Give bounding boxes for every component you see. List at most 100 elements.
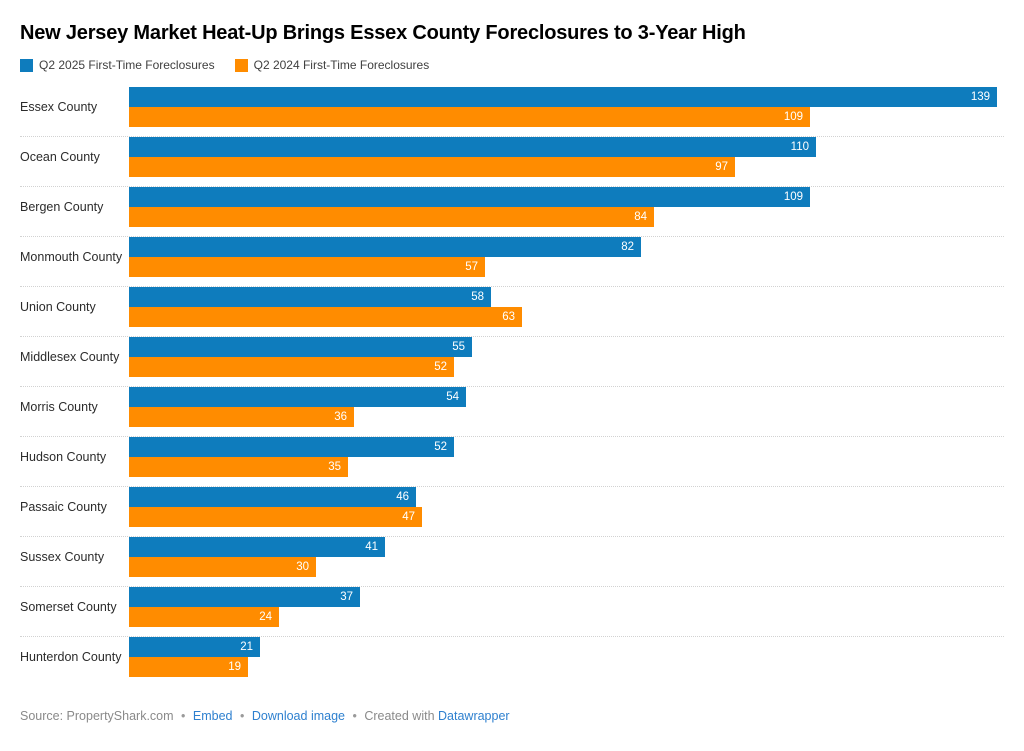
category-label: Union County — [20, 300, 96, 314]
legend-swatch-2024-icon — [234, 58, 248, 72]
bar-chart: Essex County 139 109 Ocean County 110 97 Berge… — [20, 87, 1004, 687]
bar-q2-2024: 63 — [129, 307, 522, 327]
bar-q2-2024: 47 — [129, 507, 422, 527]
bar-q2-2025: 58 — [129, 287, 491, 307]
chart-row: Essex County 139 109 — [20, 87, 1004, 137]
bar-value-label: 54 — [446, 391, 459, 403]
category-label: Ocean County — [20, 150, 100, 164]
chart-row: Middlesex County 55 52 — [20, 337, 1004, 387]
bar-pair: 82 57 — [129, 237, 1004, 277]
chart-row: Monmouth County 82 57 — [20, 237, 1004, 287]
category-label: Bergen County — [20, 200, 104, 214]
footer: Source: PropertyShark.com • Embed • Down… — [20, 709, 510, 723]
bar-q2-2025: 54 — [129, 387, 466, 407]
bar-q2-2025: 55 — [129, 337, 472, 357]
bar-value-label: 21 — [240, 641, 253, 653]
bar-value-label: 35 — [328, 461, 341, 473]
chart-title: New Jersey Market Heat-Up Brings Essex C… — [20, 22, 746, 44]
bar-q2-2024: 57 — [129, 257, 485, 277]
chart-rows: Essex County 139 109 Ocean County 110 97 Berge… — [20, 87, 1004, 687]
bar-value-label: 84 — [634, 211, 647, 223]
bar-q2-2025: 41 — [129, 537, 385, 557]
bar-q2-2025: 110 — [129, 137, 816, 157]
bar-value-label: 30 — [296, 561, 309, 573]
footer-separator: • — [352, 709, 357, 723]
legend-swatch-2025-icon — [20, 58, 33, 72]
bar-pair: 52 35 — [129, 437, 1004, 477]
bar-pair: 110 97 — [129, 137, 1004, 177]
bar-q2-2024: 97 — [129, 157, 735, 177]
chart-row: Passaic County 46 47 — [20, 487, 1004, 537]
bar-pair: 54 36 — [129, 387, 1004, 427]
bar-value-label: 97 — [715, 161, 728, 173]
chart-row: Somerset County 37 24 — [20, 587, 1004, 637]
bar-value-label: 58 — [471, 291, 484, 303]
bar-value-label: 109 — [783, 111, 803, 123]
chart-row: Bergen County 109 84 — [20, 187, 1004, 237]
category-label: Hudson County — [20, 450, 107, 464]
bar-pair: 21 19 — [129, 637, 1004, 677]
bar-value-label: 36 — [334, 411, 347, 423]
bar-q2-2024: 35 — [129, 457, 348, 477]
bar-pair: 109 84 — [129, 187, 1004, 227]
bar-q2-2024: 109 — [129, 107, 810, 127]
bar-value-label: 55 — [452, 341, 465, 353]
bar-q2-2024: 24 — [129, 607, 279, 627]
category-label: Morris County — [20, 400, 98, 414]
category-label: Essex County — [20, 100, 98, 114]
bar-pair: 41 30 — [129, 537, 1004, 577]
bar-q2-2025: 82 — [129, 237, 641, 257]
footer-separator: • — [181, 709, 186, 723]
bar-q2-2024: 19 — [129, 657, 248, 677]
embed-link[interactable]: Embed — [192, 709, 233, 723]
bar-q2-2024: 52 — [129, 357, 454, 377]
bar-value-label: 110 — [790, 141, 809, 153]
bar-q2-2025: 109 — [129, 187, 810, 207]
bar-value-label: 37 — [340, 591, 353, 603]
bar-value-label: 47 — [402, 511, 415, 523]
legend: Q2 2025 First-Time Foreclosures Q2 2024 … — [20, 58, 1004, 72]
bar-pair: 55 52 — [129, 337, 1004, 377]
legend-label-2024: Q2 2024 First-Time Foreclosures — [253, 58, 430, 72]
category-label: Passaic County — [20, 500, 107, 514]
bar-value-label: 19 — [228, 661, 241, 673]
category-label: Middlesex County — [20, 350, 120, 364]
legend-item-2024: Q2 2024 First-Time Foreclosures — [234, 58, 430, 72]
bar-value-label: 82 — [621, 241, 634, 253]
category-label: Hunterdon County — [20, 650, 122, 664]
footer-source: Source: PropertyShark.com — [20, 709, 174, 723]
footer-separator: • — [240, 709, 245, 723]
chart-row: Sussex County 41 30 — [20, 537, 1004, 587]
footer-created-with: Created with — [364, 709, 435, 723]
bar-value-label: 52 — [434, 441, 447, 453]
chart-row: Hunterdon County 21 19 — [20, 637, 1004, 687]
bar-q2-2025: 46 — [129, 487, 416, 507]
bar-pair: 37 24 — [129, 587, 1004, 627]
chart-row: Morris County 54 36 — [20, 387, 1004, 437]
bar-value-label: 63 — [502, 311, 515, 323]
bar-value-label: 52 — [434, 361, 447, 373]
category-label: Somerset County — [20, 600, 117, 614]
bar-value-label: 46 — [396, 491, 409, 503]
chart-row: Union County 58 63 — [20, 287, 1004, 337]
bar-value-label: 24 — [259, 611, 272, 623]
chart-row: Hudson County 52 35 — [20, 437, 1004, 487]
bar-q2-2025: 139 — [129, 87, 997, 107]
bar-pair: 46 47 — [129, 487, 1004, 527]
legend-label-2025: Q2 2025 First-Time Foreclosures — [39, 58, 215, 72]
category-label: Sussex County — [20, 550, 105, 564]
category-label: Monmouth County — [20, 250, 123, 264]
datawrapper-link[interactable]: Datawrapper — [438, 709, 510, 723]
bar-value-label: 109 — [783, 191, 803, 203]
bar-q2-2024: 84 — [129, 207, 654, 227]
bar-value-label: 41 — [365, 541, 378, 553]
bar-pair: 58 63 — [129, 287, 1004, 327]
bar-q2-2025: 21 — [129, 637, 260, 657]
legend-item-2025: Q2 2025 First-Time Foreclosures — [20, 58, 215, 72]
bar-q2-2024: 30 — [129, 557, 316, 577]
bar-q2-2024: 36 — [129, 407, 354, 427]
bar-q2-2025: 37 — [129, 587, 360, 607]
download-image-link[interactable]: Download image — [251, 709, 345, 723]
bar-value-label: 57 — [465, 261, 478, 273]
